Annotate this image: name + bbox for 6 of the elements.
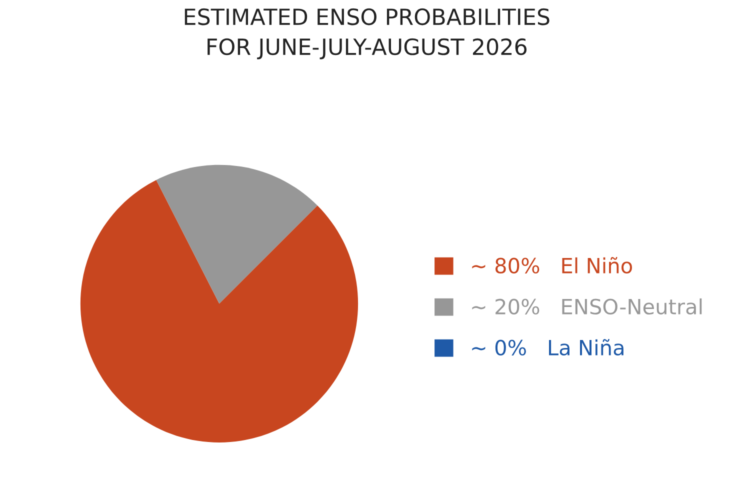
pie-slice [156,164,318,304]
legend-label: ~ 80% El Niño [472,257,632,274]
legend-label: ~ 20% ENSO-Neutral [472,298,702,315]
pie-slice [80,180,358,442]
legend-label: ~ 0% La Niña [472,339,624,356]
chart-title: ESTIMATED ENSO PROBABILITIES FOR JUNE-JULY-AUGUST 2026 [184,8,550,60]
